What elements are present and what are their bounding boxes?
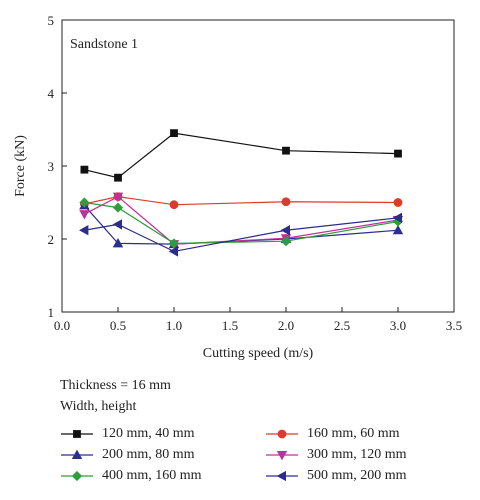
data-point [392, 224, 404, 235]
series-4 [79, 192, 404, 250]
data-point [112, 202, 124, 213]
data-point [168, 246, 179, 257]
legend-label: 300 mm, 120 mm [307, 447, 407, 462]
legend-entry: 400 mm, 160 mm [60, 466, 265, 485]
y-tick-label: 3 [48, 159, 55, 174]
legend-swatch-marker [73, 429, 81, 438]
data-point [80, 165, 89, 174]
data-point [280, 236, 292, 247]
y-tick-label: 1 [48, 305, 55, 320]
x-tick-label: 1.0 [166, 318, 182, 333]
x-tick-label: 2.5 [334, 318, 350, 333]
x-tick-label: 1.5 [222, 318, 238, 333]
data-point [79, 210, 90, 220]
data-point [79, 225, 89, 236]
legend-swatch [61, 449, 93, 459]
legend-label: 120 mm, 40 mm [102, 426, 195, 441]
legend-entry: 300 mm, 120 mm [265, 445, 470, 464]
legend-subheading: Width, height [60, 399, 137, 414]
force-chart: 0.0 0.5 1.0 1.5 2.0 2.5 3.0 3.5 1 2 3 4 5 Sandstone… [13, 13, 462, 361]
data-point [280, 225, 291, 236]
legend-label: 200 mm, 80 mm [102, 447, 195, 462]
legend-heading: Thickness = 16 mm [60, 378, 171, 393]
data-point [170, 129, 178, 138]
legend-swatch [61, 470, 93, 481]
series-layer [79, 129, 404, 257]
x-tick-label: 0.0 [54, 318, 70, 333]
x-axis: 0.0 0.5 1.0 1.5 2.0 2.5 3.0 3.5 [54, 307, 462, 333]
x-tick-label: 3.0 [390, 318, 406, 333]
plot-area [61, 19, 455, 313]
legend-label: 500 mm, 200 mm [307, 468, 407, 483]
legend-swatch [266, 470, 298, 481]
data-point [281, 197, 291, 207]
data-point [392, 212, 403, 224]
legend-entry: 160 mm, 60 mm [265, 424, 470, 443]
series-line [84, 217, 399, 253]
legend-swatch-marker [277, 429, 287, 438]
y-tick-label: 2 [48, 232, 55, 247]
data-point [112, 192, 124, 202]
x-tick-label: 2.0 [278, 318, 294, 333]
legend-swatch-marker [71, 449, 83, 459]
legend-entry: 200 mm, 80 mm [60, 445, 265, 464]
legend-swatch-marker [276, 450, 288, 460]
data-point [79, 197, 90, 208]
y-axis-label: Force (kN) [13, 135, 28, 197]
data-point [168, 238, 180, 249]
y-tick-label: 5 [48, 13, 55, 28]
data-point [394, 149, 402, 158]
series-line [84, 132, 399, 179]
data-point [282, 146, 290, 155]
data-point [112, 219, 122, 230]
series-1 [80, 129, 402, 182]
x-tick-label: 3.5 [446, 318, 462, 333]
plot-frame [61, 19, 455, 313]
y-axis: 1 2 3 4 5 [48, 13, 67, 320]
y-tick-label: 4 [48, 86, 55, 101]
legend-label: 400 mm, 160 mm [102, 468, 202, 483]
legend-swatch [61, 429, 93, 438]
legend-swatch [266, 450, 298, 460]
legend-label: 160 mm, 60 mm [307, 426, 400, 441]
legend-entry: 120 mm, 40 mm [60, 424, 265, 443]
legend-entry: 500 mm, 200 mm [265, 466, 470, 485]
x-axis-label: Cutting speed (m/s) [203, 346, 314, 361]
data-point [114, 173, 122, 182]
legend-swatch [266, 429, 298, 438]
legend-swatch-marker [71, 470, 83, 481]
legend-entries: 120 mm, 40 mm 160 mm, 60 mm 200 mm, 80 mm 3… [60, 424, 470, 485]
series-line [84, 196, 399, 206]
data-point [112, 238, 124, 248]
chart-annotation: Sandstone 1 [70, 37, 138, 52]
series-line [84, 195, 399, 245]
legend: Thickness = 16 mm Width, height 120 mm, … [60, 376, 470, 485]
legend-swatch-marker [276, 470, 287, 481]
x-tick-label: 0.5 [110, 318, 126, 333]
data-point [393, 198, 403, 207]
series-6 [79, 212, 403, 257]
data-point [169, 200, 179, 210]
